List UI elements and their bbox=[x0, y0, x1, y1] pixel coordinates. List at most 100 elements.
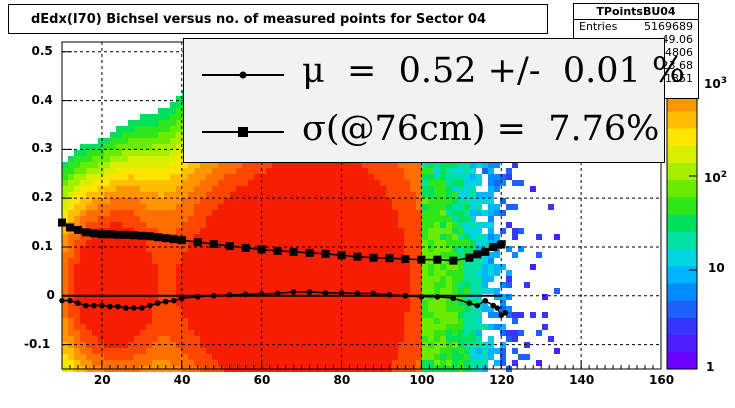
heatmap-cell bbox=[134, 282, 140, 288]
heatmap-cell bbox=[284, 276, 290, 282]
heatmap-cell bbox=[188, 180, 194, 186]
heatmap-cell bbox=[266, 276, 272, 282]
heatmap-cell bbox=[248, 162, 254, 168]
heatmap-cell bbox=[206, 174, 212, 180]
heatmap-cell bbox=[356, 354, 362, 360]
heatmap-cell bbox=[92, 330, 98, 336]
heatmap-cell bbox=[332, 168, 338, 174]
heatmap-cell bbox=[458, 288, 464, 294]
heatmap-cell bbox=[416, 216, 422, 222]
heatmap-cell bbox=[134, 168, 140, 174]
heatmap-cell bbox=[254, 216, 260, 222]
heatmap-cell bbox=[68, 294, 74, 300]
heatmap-cell bbox=[212, 306, 218, 312]
heatmap-cell bbox=[128, 270, 134, 276]
heatmap-cell bbox=[500, 324, 506, 330]
heatmap-cell bbox=[494, 204, 500, 210]
heatmap-cell bbox=[488, 276, 494, 282]
heatmap-cell bbox=[368, 192, 374, 198]
heatmap-cell bbox=[440, 330, 446, 336]
heatmap-cell bbox=[308, 348, 314, 354]
heatmap-cell bbox=[134, 150, 140, 156]
heatmap-cell bbox=[242, 324, 248, 330]
heatmap-cell bbox=[158, 360, 164, 366]
heatmap-cell bbox=[86, 270, 92, 276]
heatmap-cell bbox=[272, 192, 278, 198]
heatmap-cell bbox=[278, 216, 284, 222]
heatmap-cell bbox=[398, 252, 404, 258]
heatmap-cell bbox=[92, 180, 98, 186]
heatmap-cell bbox=[266, 360, 272, 366]
heatmap-cell bbox=[164, 288, 170, 294]
heatmap-cell bbox=[140, 360, 146, 366]
heatmap-cell bbox=[428, 192, 434, 198]
heatmap-cell bbox=[344, 186, 350, 192]
heatmap-cell bbox=[410, 234, 416, 240]
heatmap-cell bbox=[68, 282, 74, 288]
heatmap-cell bbox=[62, 336, 68, 342]
heatmap-cell bbox=[392, 228, 398, 234]
heatmap-cell bbox=[278, 192, 284, 198]
legend-markers bbox=[202, 71, 284, 137]
legend-entry-sigma: σ(@76cm) = 7.76% bbox=[302, 109, 660, 149]
heatmap-cell bbox=[530, 312, 536, 318]
heatmap-cell bbox=[428, 222, 434, 228]
heatmap-cell bbox=[146, 228, 152, 234]
heatmap-cell bbox=[272, 234, 278, 240]
heatmap-cell bbox=[212, 258, 218, 264]
heatmap-cell bbox=[80, 150, 86, 156]
heatmap-cell bbox=[254, 306, 260, 312]
heatmap-cell bbox=[86, 174, 92, 180]
heatmap-cell bbox=[476, 174, 482, 180]
heatmap-cell bbox=[170, 288, 176, 294]
heatmap-cell bbox=[110, 336, 116, 342]
heatmap-cell bbox=[332, 198, 338, 204]
heatmap-cell bbox=[494, 294, 500, 300]
heatmap-cell bbox=[212, 276, 218, 282]
heatmap-cell bbox=[206, 204, 212, 210]
heatmap-cell bbox=[362, 336, 368, 342]
heatmap-cell bbox=[284, 312, 290, 318]
heatmap-cell bbox=[368, 216, 374, 222]
heatmap-cell bbox=[176, 264, 182, 270]
heatmap-cell bbox=[86, 324, 92, 330]
heatmap-cell bbox=[518, 354, 524, 360]
heatmap-cell bbox=[404, 216, 410, 222]
heatmap-cell bbox=[62, 312, 68, 318]
heatmap-cell bbox=[278, 162, 284, 168]
heatmap-cell bbox=[224, 282, 230, 288]
heatmap-cell bbox=[404, 282, 410, 288]
heatmap-cell bbox=[404, 186, 410, 192]
heatmap-cell bbox=[116, 246, 122, 252]
heatmap-cell bbox=[110, 360, 116, 366]
heatmap-cell bbox=[170, 156, 176, 162]
heatmap-cell bbox=[194, 198, 200, 204]
heatmap-cell bbox=[482, 258, 488, 264]
heatmap-cell bbox=[140, 264, 146, 270]
heatmap-cell bbox=[434, 192, 440, 198]
heatmap-cell bbox=[92, 294, 98, 300]
heatmap-cell bbox=[266, 348, 272, 354]
heatmap-cell bbox=[152, 276, 158, 282]
heatmap-cell bbox=[374, 198, 380, 204]
data-point-square bbox=[257, 245, 266, 254]
heatmap-cell bbox=[386, 306, 392, 312]
heatmap-cell bbox=[476, 276, 482, 282]
heatmap-cell bbox=[446, 324, 452, 330]
heatmap-cell bbox=[158, 318, 164, 324]
heatmap-cell bbox=[104, 222, 110, 228]
heatmap-cell bbox=[134, 144, 140, 150]
heatmap-cell bbox=[380, 324, 386, 330]
heatmap-cell bbox=[62, 330, 68, 336]
heatmap-cell bbox=[452, 354, 458, 360]
heatmap-cell bbox=[308, 360, 314, 366]
heatmap-cell bbox=[392, 288, 398, 294]
heatmap-cell bbox=[464, 318, 470, 324]
heatmap-cell bbox=[320, 162, 326, 168]
heatmap-cell bbox=[278, 186, 284, 192]
heatmap-cell bbox=[80, 240, 86, 246]
heatmap-cell bbox=[308, 318, 314, 324]
heatmap-cell bbox=[128, 354, 134, 360]
heatmap-cell bbox=[200, 174, 206, 180]
heatmap-cell bbox=[410, 318, 416, 324]
